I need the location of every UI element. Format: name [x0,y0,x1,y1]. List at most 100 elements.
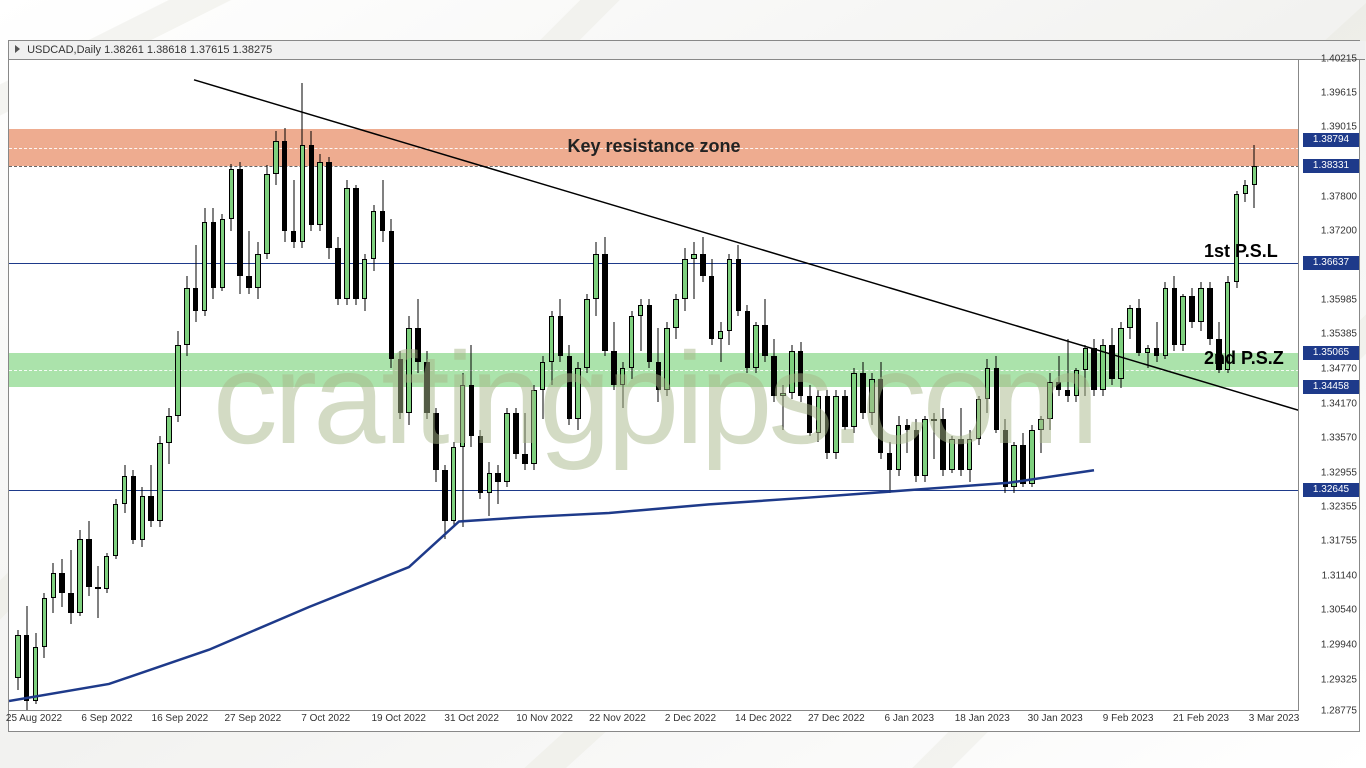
candle [229,59,235,711]
candle [664,59,670,711]
candle [798,59,804,711]
x-tick-label: 27 Sep 2022 [224,713,281,724]
candle [1180,59,1186,711]
candle [140,59,146,711]
candle [860,59,866,711]
candle [487,59,493,711]
candle [478,59,484,711]
candle [1091,59,1097,711]
y-tick-label: 1.37800 [1321,191,1357,202]
candle [976,59,982,711]
candle [771,59,777,711]
price-tag: 1.38794 [1303,133,1359,147]
candle [762,59,768,711]
candle [317,59,323,711]
candle [1118,59,1124,711]
candle [584,59,590,711]
candle [1172,59,1178,711]
candle [42,59,48,711]
candle [914,59,920,711]
candle [931,59,937,711]
candle [736,59,742,711]
x-tick-label: 6 Jan 2023 [885,713,935,724]
chart-frame[interactable]: USDCAD,Daily 1.38261 1.38618 1.37615 1.3… [8,40,1360,732]
candle [1083,59,1089,711]
candle [1207,59,1213,711]
chart-title-bar: USDCAD,Daily 1.38261 1.38618 1.37615 1.3… [9,41,1365,60]
candle [300,59,306,711]
candle [193,59,199,711]
candle [896,59,902,711]
candle [1100,59,1106,711]
candle [1109,59,1115,711]
candle [700,59,706,711]
y-tick-label: 1.29325 [1321,674,1357,685]
price-tag: 1.34458 [1303,380,1359,394]
candle [575,59,581,711]
candle [51,59,57,711]
y-tick-label: 1.39015 [1321,122,1357,133]
y-tick-label: 1.29940 [1321,639,1357,650]
candle [77,59,83,711]
chart-body: Key resistance zone1st P.S.L2nd P.S.Zcra… [9,59,1359,731]
candle [1163,59,1169,711]
candle [807,59,813,711]
candle [1198,59,1204,711]
plot-area[interactable]: Key resistance zone1st P.S.L2nd P.S.Zcra… [9,59,1299,711]
candle [1029,59,1035,711]
y-tick-label: 1.40215 [1321,54,1357,65]
y-tick-label: 1.31140 [1322,571,1357,582]
x-tick-label: 14 Dec 2022 [735,713,792,724]
candle [887,59,893,711]
candle [95,59,101,711]
x-tick-label: 18 Jan 2023 [955,713,1010,724]
y-tick-label: 1.31755 [1321,536,1357,547]
candle [656,59,662,711]
candle [148,59,154,711]
candle [131,59,137,711]
candle [1056,59,1062,711]
x-tick-label: 7 Oct 2022 [301,713,350,724]
candle [415,59,421,711]
candle [816,59,822,711]
candle [753,59,759,711]
candle [1234,59,1240,711]
candle [389,59,395,711]
candle [406,59,412,711]
candle [335,59,341,711]
candle [68,59,74,711]
candle [549,59,555,711]
chevron-right-icon [15,45,20,53]
candle [682,59,688,711]
candle [59,59,65,711]
candle [1145,59,1151,711]
annotation-label: 2nd P.S.Z [1204,348,1284,369]
x-tick-label: 10 Nov 2022 [516,713,573,724]
price-tag: 1.36637 [1303,256,1359,270]
candle [202,59,208,711]
y-tick-label: 1.32955 [1321,467,1357,478]
candle [985,59,991,711]
x-tick-label: 30 Jan 2023 [1028,713,1083,724]
candle [220,59,226,711]
candle [326,59,332,711]
candle [789,59,795,711]
candle [442,59,448,711]
y-axis: 1.402151.396151.390151.383311.378001.372… [1298,59,1359,711]
candle [905,59,911,711]
candle [922,59,928,711]
candle [745,59,751,711]
candle [611,59,617,711]
candle [122,59,128,711]
y-tick-label: 1.39615 [1321,88,1357,99]
candle [504,59,510,711]
candle [1020,59,1026,711]
candle [495,59,501,711]
y-tick-label: 1.35985 [1321,295,1357,306]
candle [620,59,626,711]
candle [949,59,955,711]
candle [237,59,243,711]
y-tick-label: 1.34770 [1321,364,1357,375]
candle [593,59,599,711]
candle [718,59,724,711]
